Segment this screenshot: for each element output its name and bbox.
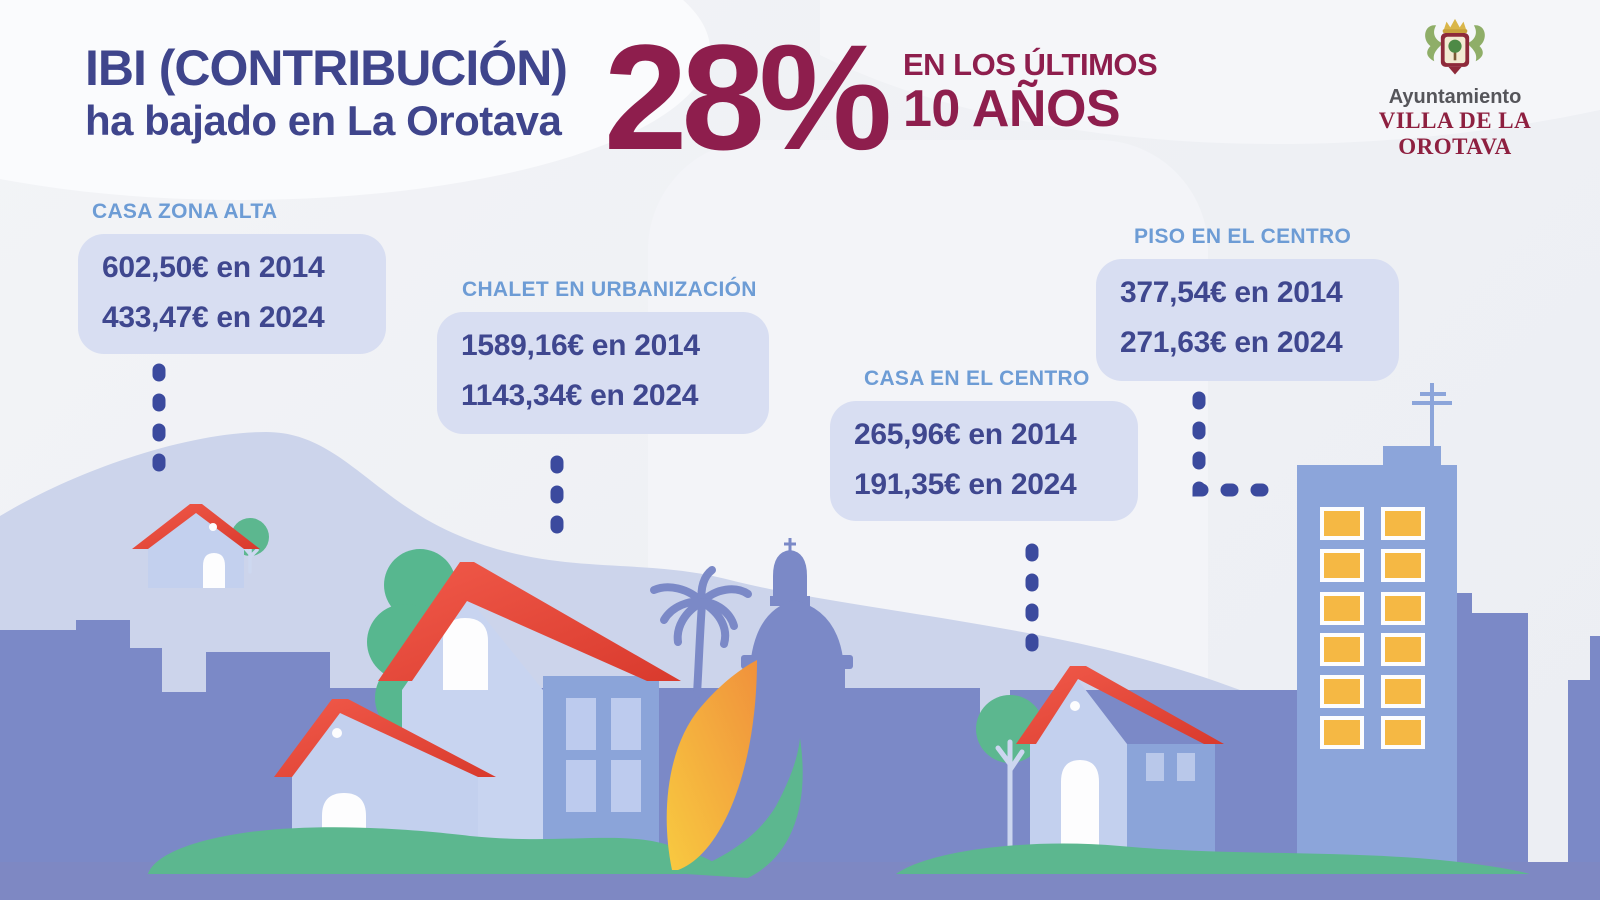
tree-icon <box>976 695 1044 763</box>
municipal-logo: Ayuntamiento VILLA DE LA OROTAVA <box>1336 16 1574 160</box>
value-2024: 191,35€ en 2024 <box>854 468 1077 501</box>
logo-text-ayuntamiento: Ayuntamiento <box>1388 86 1522 108</box>
info-card-casa-centro: CASA EN EL CENTRO 265,96€ en 2014 191,35… <box>830 367 1138 521</box>
apartment-building-illustration <box>1297 383 1457 900</box>
orange-leaf-icon <box>666 660 757 870</box>
front-house-window <box>332 728 342 738</box>
card-label: CASA ZONA ALTA <box>92 200 278 223</box>
chalet-arched-window <box>443 618 488 690</box>
value-2014: 602,50€ en 2014 <box>102 251 325 284</box>
antenna-icon <box>1412 383 1452 450</box>
stat-caption-line-2: 10 AÑOS <box>903 80 1121 138</box>
title-line-1: IBI (CONTRIBUCIÓN) <box>85 40 568 96</box>
card-label: PISO EN EL CENTRO <box>1134 225 1352 248</box>
house-door <box>1061 760 1099 868</box>
connector-piso-centro <box>1192 391 1279 497</box>
info-card-casa-zona-alta: CASA ZONA ALTA 602,50€ en 2014 433,47€ e… <box>78 200 386 354</box>
roof-box <box>1383 446 1441 468</box>
info-card-chalet-urbanizacion: CHALET EN URBANIZACIÓN 1589,16€ en 2014 … <box>437 278 769 434</box>
palm-tree-icon <box>650 566 752 698</box>
card-label: CASA EN EL CENTRO <box>864 367 1090 390</box>
value-2024: 1143,34€ en 2024 <box>461 379 699 412</box>
stat-caption: EN LOS ÚLTIMOS 10 AÑOS <box>903 47 1158 138</box>
tree-trunk <box>995 739 1025 869</box>
card-value-box: 377,54€ en 2014 271,63€ en 2024 <box>1096 259 1399 381</box>
value-2014: 377,54€ en 2014 <box>1120 276 1343 309</box>
card-value-box: 1589,16€ en 2014 1143,34€ en 2024 <box>437 312 769 434</box>
page-title: IBI (CONTRIBUCIÓN) ha bajado en La Orota… <box>85 40 568 146</box>
house-door <box>203 553 225 588</box>
value-2014: 265,96€ en 2014 <box>854 418 1077 451</box>
stat-percentage: 28% <box>604 13 892 181</box>
value-2024: 271,63€ en 2024 <box>1120 326 1343 359</box>
church-cross-icon <box>784 538 796 552</box>
info-card-piso-centro: PISO EN EL CENTRO 377,54€ en 2014 271,63… <box>1096 225 1399 381</box>
gable-window <box>1070 701 1080 711</box>
value-2024: 433,47€ en 2024 <box>102 301 325 334</box>
logo-text-villa: VILLA DE LA OROTAVA <box>1378 108 1532 159</box>
card-value-box: 265,96€ en 2014 191,35€ en 2024 <box>830 401 1138 521</box>
chalet-roof <box>378 562 681 681</box>
coat-of-arms-icon <box>1425 18 1485 75</box>
front-house-roof <box>274 699 496 777</box>
stat-caption-line-1: EN LOS ÚLTIMOS <box>903 47 1158 82</box>
house-roof <box>132 504 260 549</box>
chalet-wing-windows <box>566 698 641 812</box>
card-label: CHALET EN URBANIZACIÓN <box>462 278 757 301</box>
green-ground <box>148 738 1530 878</box>
title-line-2: ha bajado en La Orotava <box>85 97 562 144</box>
right-skyline <box>1455 593 1600 900</box>
value-2014: 1589,16€ en 2014 <box>461 329 700 362</box>
gable-window <box>209 523 217 531</box>
center-house-illustration <box>976 666 1224 869</box>
house-roof <box>1016 666 1224 744</box>
tower-windows <box>1320 507 1425 749</box>
card-value-box: 602,50€ en 2014 433,47€ en 2024 <box>78 234 386 354</box>
wing-windows <box>1146 753 1195 781</box>
dotted-connectors <box>152 363 1279 675</box>
small-hill-house <box>132 504 269 588</box>
house-wing <box>1127 744 1215 868</box>
